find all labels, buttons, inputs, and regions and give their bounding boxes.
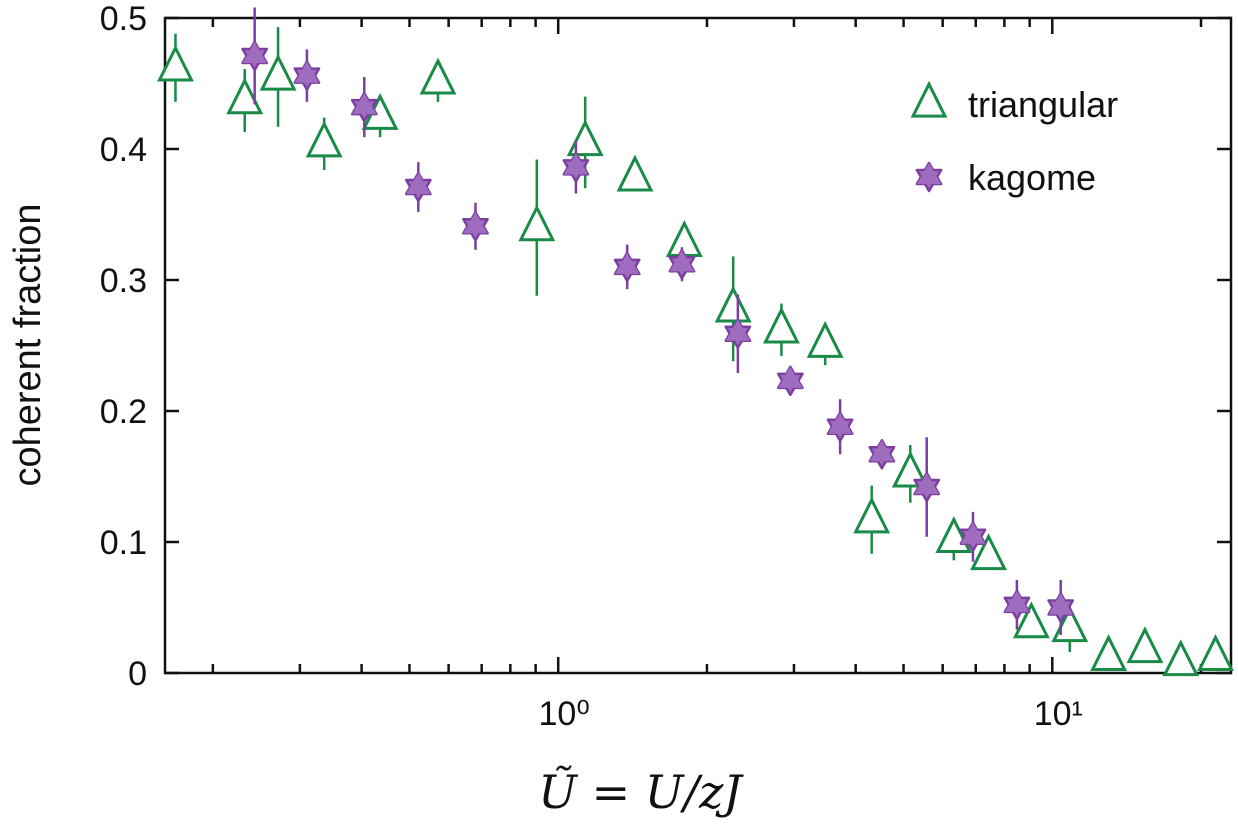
triangular-point [970,533,1007,571]
triangular-point [1197,634,1234,671]
triangular-point [910,80,948,118]
y-axis-title: coherent fraction [7,203,49,486]
triangular-point [1162,639,1200,677]
kagome-series [241,7,1075,636]
data-marks [157,7,1234,677]
triangular-series [157,27,1234,677]
triangular-point [853,496,891,534]
triangular-point [1012,601,1050,639]
kagome-point [1003,589,1031,621]
kagome-point [613,251,641,283]
kagome-point [462,211,489,242]
legend-item-triangular: triangular [910,80,1118,125]
triangular-point [714,285,752,323]
kagome-point [562,152,590,183]
triangular-point [616,154,654,192]
triangular-point [566,119,604,157]
triangular-point [1126,626,1164,664]
legend-label: triangular [968,84,1118,125]
legend: triangular kagome [910,80,1118,198]
y-tick-label: 0.3 [100,262,147,300]
plot-frame [163,16,1233,675]
kagome-point [915,161,943,193]
x-tick-label: 10⁰ [538,695,589,733]
triangular-point [806,320,844,358]
triangular-point [305,120,343,158]
triangular-point [518,204,556,242]
kagome-point [868,438,896,470]
triangular-point [226,77,264,115]
x-tick-label: 10¹ [1034,695,1083,733]
triangular-point [1090,634,1128,671]
y-tick-label: 0.1 [100,524,147,562]
kagome-point [668,249,696,280]
y-tick-label: 0.4 [100,131,147,169]
kagome-point [404,171,432,203]
triangular-point [891,450,929,488]
y-tick-label: 0.5 [100,0,147,38]
kagome-point [776,365,804,397]
kagome-point [1047,592,1075,623]
y-tick-label: 0 [128,655,147,693]
kagome-point [350,91,378,123]
axis-ticks: 0 0.1 0.2 0.3 0.4 0.5 10⁰ 10¹ [100,0,1231,733]
triangular-point [157,44,194,82]
y-tick-label: 0.2 [100,393,147,431]
legend-label: kagome [968,157,1096,198]
triangular-point [665,220,703,257]
kagome-point [241,40,269,72]
kagome-point [293,60,321,91]
kagome-point [959,521,987,553]
triangular-point [259,53,297,91]
x-axis-title: Ũ = U/zJ [538,765,744,819]
kagome-point [724,318,752,349]
triangular-point [763,306,800,344]
kagome-point [913,471,941,503]
legend-item-kagome: kagome [915,157,1096,198]
kagome-point [826,411,854,442]
triangular-point [419,57,457,95]
